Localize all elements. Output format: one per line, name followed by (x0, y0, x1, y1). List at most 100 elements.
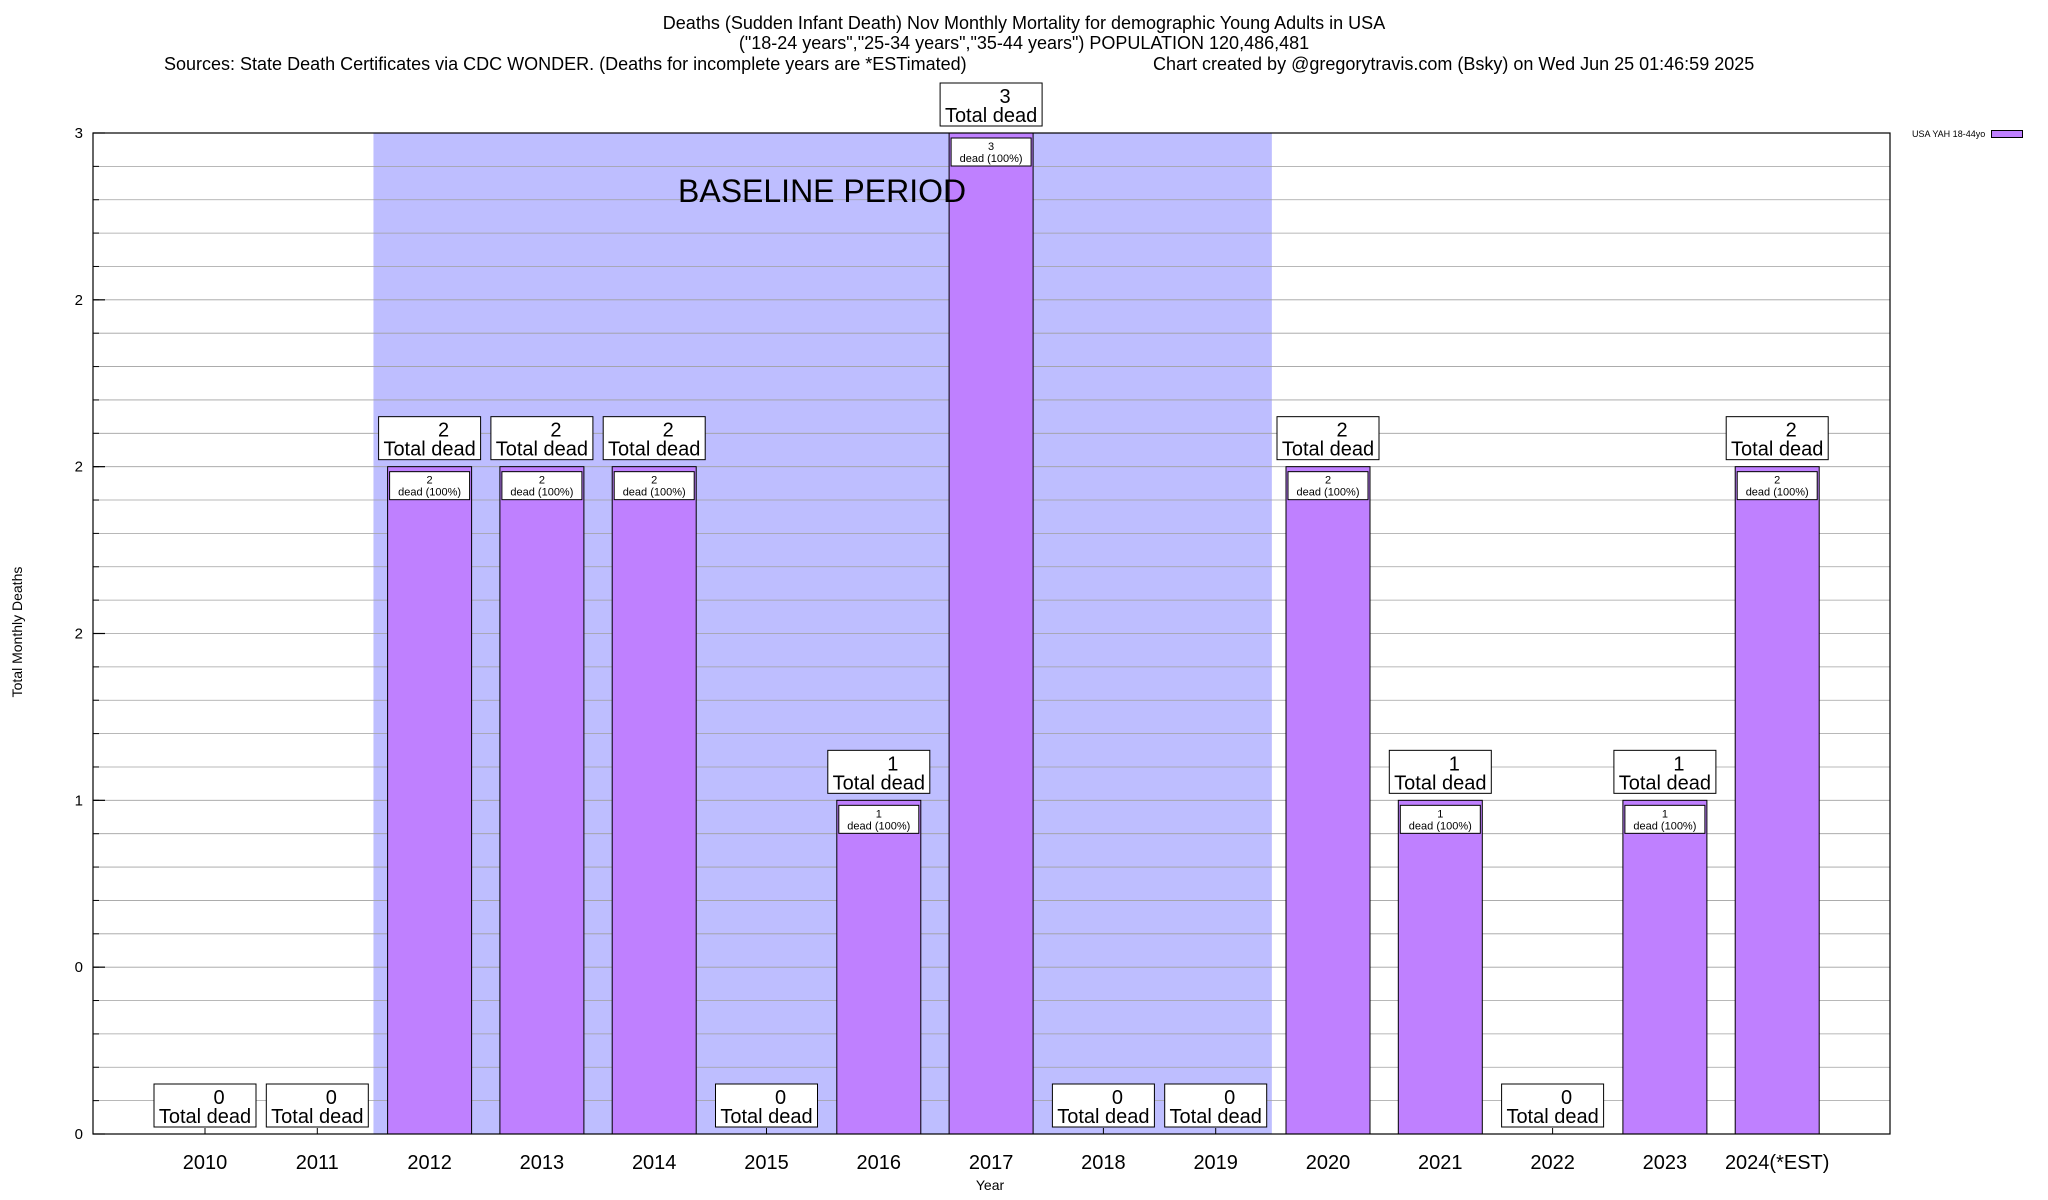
inner-value-label: 2 (1325, 475, 1331, 487)
legend-label: USA YAH 18-44yo (1912, 129, 1986, 139)
total-label-box (1501, 1083, 1605, 1128)
chart-credit: Chart created by @gregorytravis.com (Bsk… (1153, 54, 1755, 74)
total-value-label: 2 (663, 420, 674, 442)
total-dead-label: Total dead (1731, 439, 1823, 461)
plot-border (92, 132, 1891, 1135)
x-tick-label: 2014 (632, 1152, 677, 1174)
total-value-label: 3 (1000, 86, 1011, 108)
total-value-label: 1 (1673, 753, 1684, 775)
total-value-label: 0 (1561, 1087, 1572, 1109)
total-label-box (265, 1083, 369, 1128)
total-dead-label: Total dead (1619, 772, 1711, 794)
total-label-box (153, 1083, 257, 1128)
x-tick-label: 2017 (969, 1152, 1014, 1174)
bar (1285, 466, 1371, 1135)
inner-value-label: 2 (427, 475, 433, 487)
total-label-box (602, 416, 706, 461)
x-tick-label: 2011 (296, 1152, 339, 1174)
total-dead-label: Total dead (496, 439, 588, 461)
total-dead-label: Total dead (1506, 1106, 1598, 1128)
inner-percent-label: dead (100%) (1633, 820, 1696, 832)
x-tick-label: 2016 (857, 1152, 902, 1174)
inner-value-label: 1 (876, 808, 882, 820)
baseline-period-label: BASELINE PERIOD (678, 173, 967, 209)
y-tick-label: 0 (75, 1126, 83, 1143)
total-label-box (490, 416, 594, 461)
inner-value-label: 3 (988, 141, 994, 153)
x-tick-label: 2013 (520, 1152, 565, 1174)
total-dead-label: Total dead (1282, 439, 1374, 461)
bar (499, 466, 585, 1135)
legend-swatch (1991, 130, 2024, 138)
inner-label-box (501, 471, 583, 501)
inner-label-box (1399, 804, 1481, 834)
total-value-label: 1 (887, 753, 898, 775)
total-value-label: 2 (1786, 420, 1797, 442)
inner-label-box (613, 471, 695, 501)
inner-value-label: 2 (1774, 475, 1780, 487)
x-tick-label: 2021 (1418, 1152, 1463, 1174)
x-tick-label: 2012 (407, 1152, 452, 1174)
x-tick-label: 2020 (1306, 1152, 1351, 1174)
x-axis-label: Year (975, 1177, 1005, 1193)
bar (948, 132, 1034, 1135)
y-tick-label: 2 (75, 292, 83, 309)
total-value-label: 2 (438, 420, 449, 442)
inner-label-box (389, 471, 471, 501)
total-value-label: 0 (213, 1087, 224, 1109)
inner-label-box (950, 137, 1032, 167)
inner-label-box (1736, 471, 1818, 501)
inner-value-label: 2 (539, 475, 545, 487)
total-value-label: 0 (1112, 1087, 1123, 1109)
inner-percent-label: dead (100%) (960, 153, 1023, 165)
bar (1397, 799, 1483, 1135)
total-dead-label: Total dead (608, 439, 700, 461)
y-tick-label: 2 (75, 459, 83, 476)
total-dead-label: Total dead (271, 1106, 363, 1128)
bar (1622, 799, 1708, 1135)
total-value-label: 0 (775, 1087, 786, 1109)
total-label-box (1613, 749, 1717, 794)
y-tick-label: 3 (75, 125, 83, 142)
x-tick-label: 2019 (1193, 1152, 1238, 1174)
bar (836, 799, 922, 1135)
y-tick-label: 0 (75, 959, 83, 976)
bar (611, 466, 697, 1135)
total-dead-label: Total dead (945, 105, 1037, 127)
total-label-box (1725, 416, 1829, 461)
total-label-box (1164, 1083, 1268, 1128)
chart-source: Sources: State Death Certificates via CD… (164, 54, 967, 74)
inner-percent-label: dead (100%) (398, 487, 461, 499)
total-label-box (378, 416, 482, 461)
inner-percent-label: dead (100%) (847, 820, 910, 832)
x-tick-label: 2024(*EST) (1725, 1152, 1830, 1174)
total-label-box (939, 82, 1043, 127)
inner-percent-label: dead (100%) (510, 487, 573, 499)
total-dead-label: Total dead (383, 439, 475, 461)
total-label-box (715, 1083, 818, 1128)
inner-percent-label: dead (100%) (623, 487, 686, 499)
x-tick-label: 2010 (183, 1152, 228, 1174)
total-value-label: 0 (326, 1087, 337, 1109)
y-axis-label: Total Monthly Deaths (9, 566, 25, 698)
total-label-box (1051, 1083, 1155, 1128)
inner-value-label: 1 (1437, 808, 1443, 820)
inner-label-box (1287, 471, 1369, 501)
total-value-label: 2 (550, 420, 561, 442)
y-tick-label: 1 (75, 792, 83, 809)
total-dead-label: Total dead (1057, 1106, 1149, 1128)
total-label-box (1276, 416, 1380, 461)
total-dead-label: Total dead (1394, 772, 1486, 794)
inner-percent-label: dead (100%) (1409, 820, 1472, 832)
inner-percent-label: dead (100%) (1297, 487, 1360, 499)
bar (1734, 466, 1820, 1135)
inner-label-box (1624, 804, 1706, 834)
total-value-label: 0 (1224, 1087, 1235, 1109)
inner-value-label: 1 (1662, 808, 1668, 820)
chart-title: Deaths (Sudden Infant Death) Nov Monthly… (662, 13, 1386, 33)
inner-value-label: 2 (651, 475, 657, 487)
total-dead-label: Total dead (159, 1106, 251, 1128)
y-tick-label: 2 (75, 626, 83, 643)
x-tick-label: 2023 (1643, 1152, 1688, 1174)
total-dead-label: Total dead (1170, 1106, 1262, 1128)
